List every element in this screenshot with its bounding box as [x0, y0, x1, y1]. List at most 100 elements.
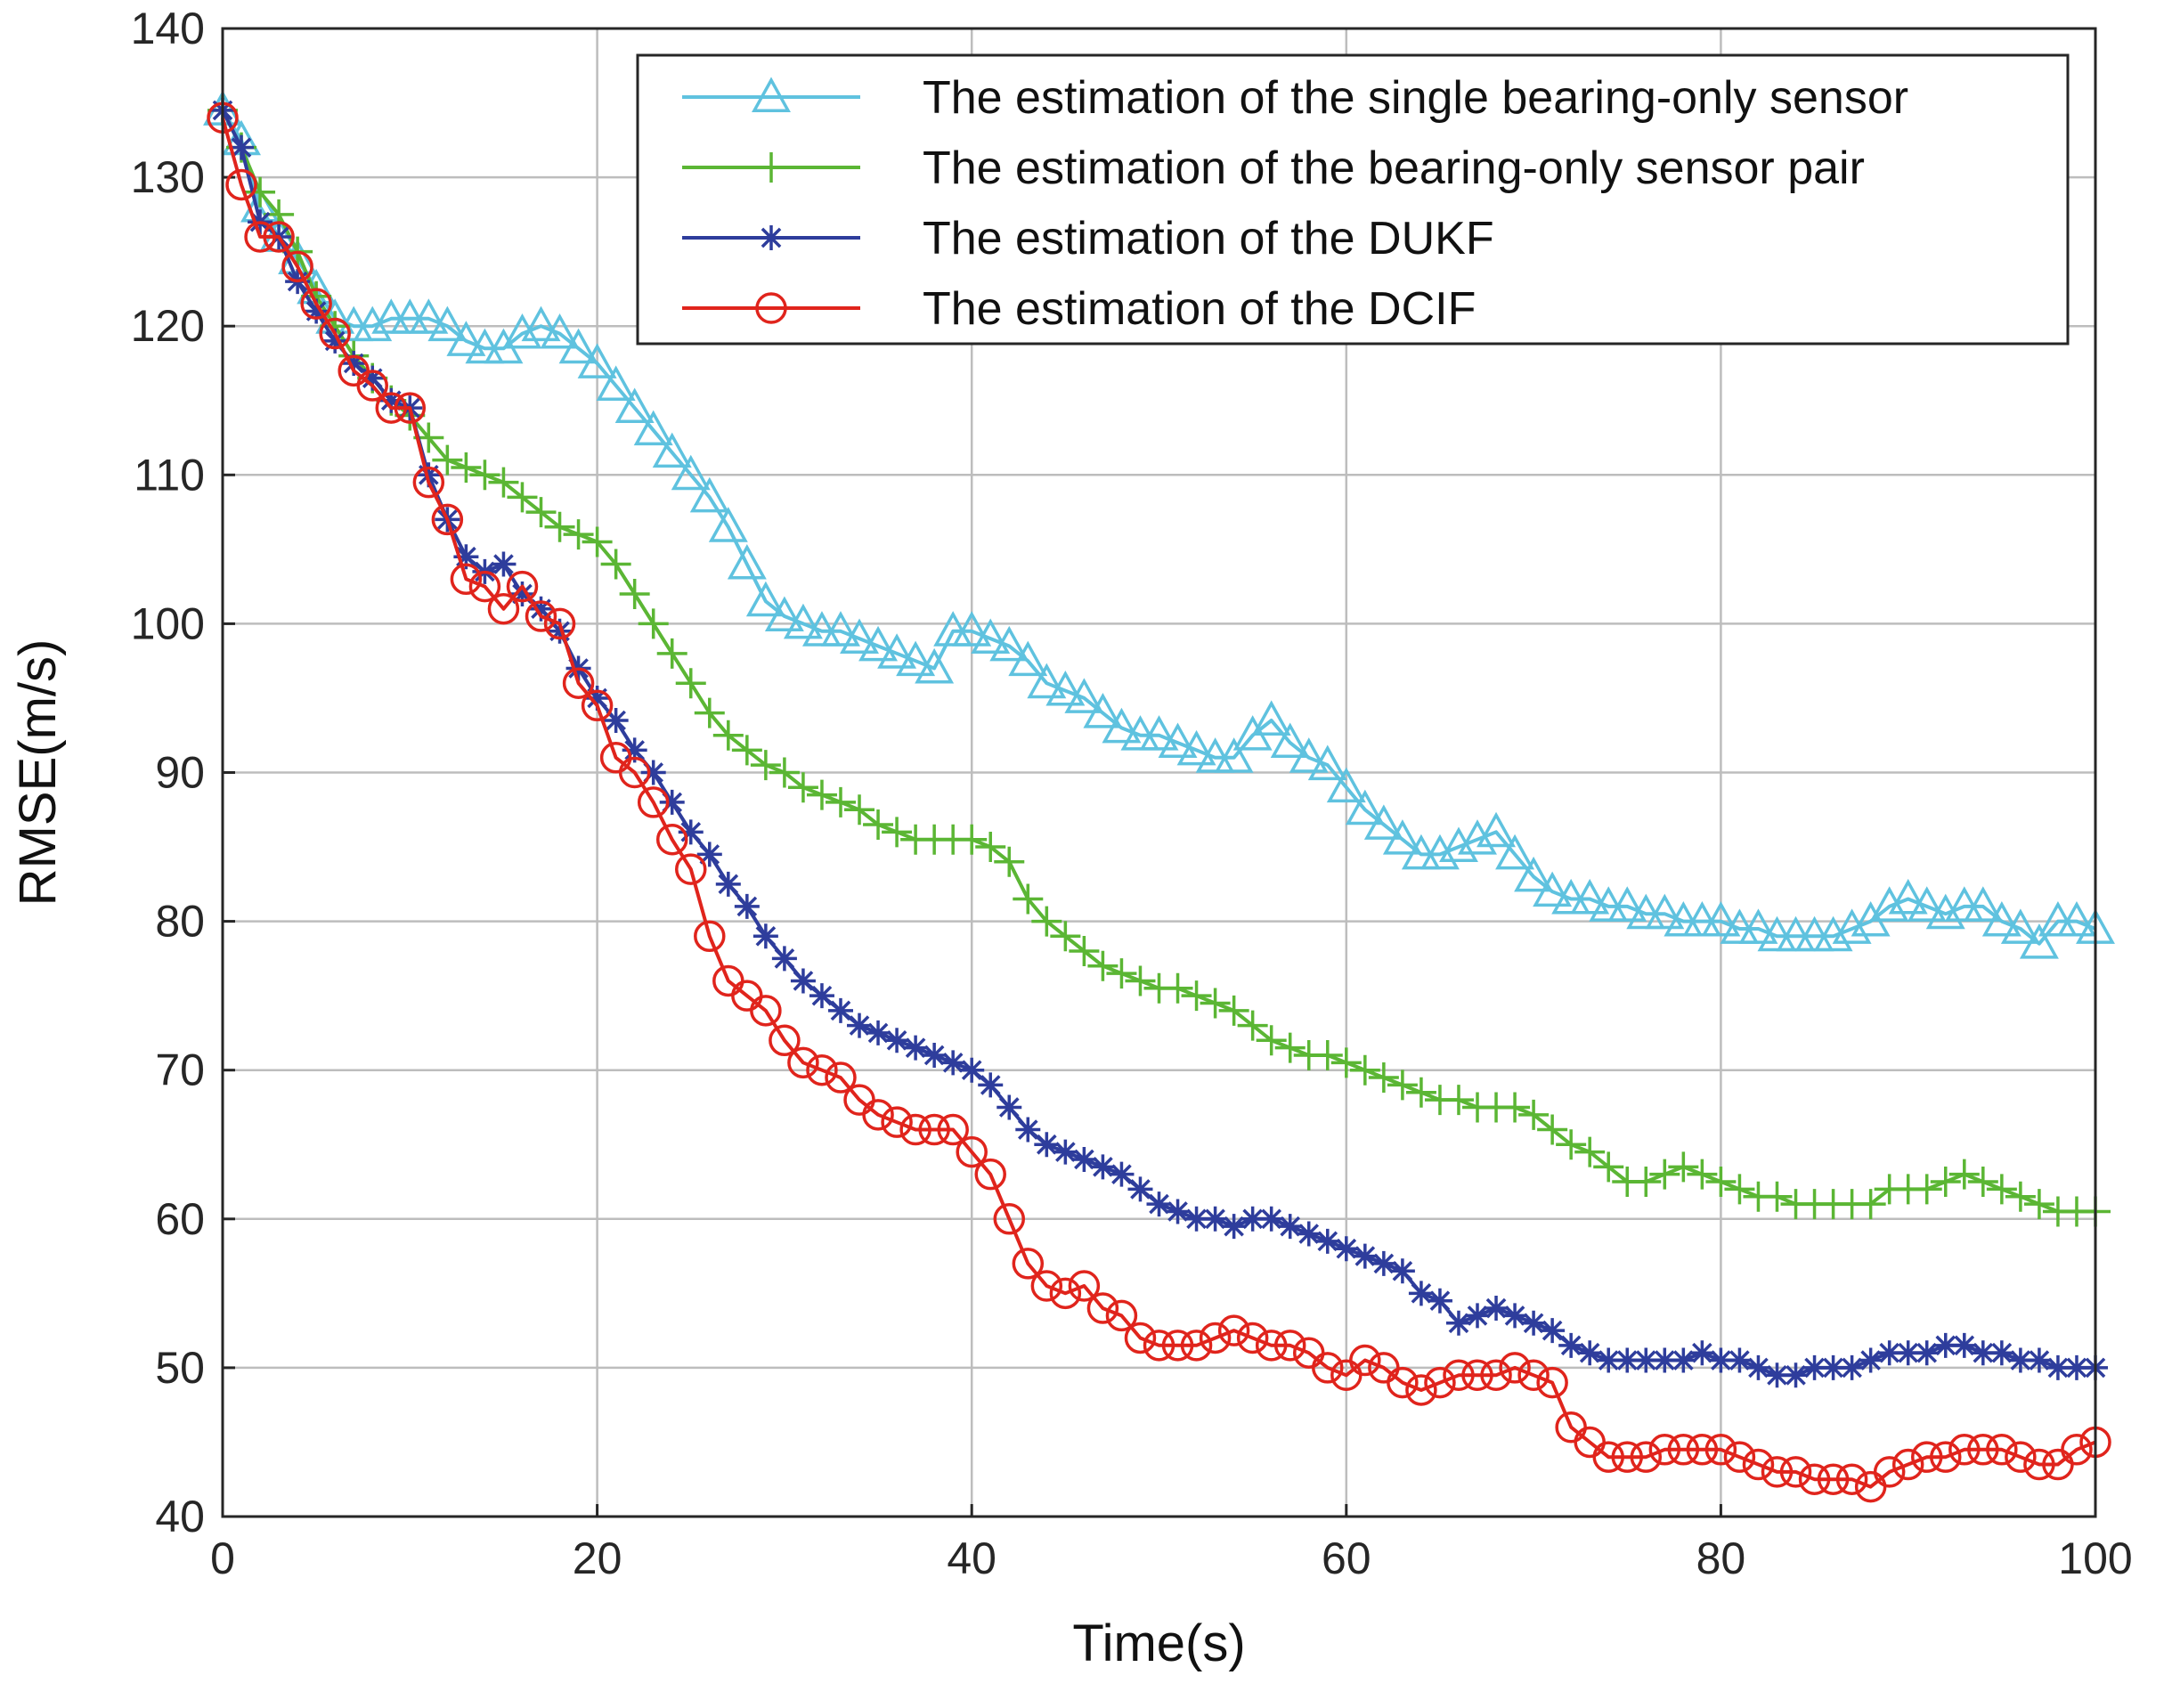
data-point — [1258, 1206, 1284, 1232]
data-point — [300, 288, 332, 320]
data-point — [1537, 1114, 1568, 1145]
data-point — [245, 176, 276, 207]
legend-label: The estimation of the DCIF — [923, 283, 1476, 335]
data-point — [1832, 908, 1872, 944]
data-point — [1158, 722, 1198, 759]
data-point — [1930, 1441, 1962, 1473]
data-point — [1045, 670, 1086, 706]
data-point — [975, 832, 1006, 863]
data-point — [903, 1035, 929, 1061]
data-point — [322, 328, 348, 354]
data-point — [712, 720, 744, 751]
data-point — [825, 1061, 857, 1094]
data-point — [896, 640, 936, 677]
data-point — [694, 920, 726, 953]
data-point — [671, 454, 711, 491]
data-point — [678, 819, 704, 845]
data-point — [1146, 1192, 1172, 1217]
data-point — [1330, 1047, 1362, 1078]
y-tick-label: 140 — [131, 4, 205, 53]
axis-ticks: 0 20 40 60 80 100 40 50 60 70 80 90 100 110 120 130 140 — [131, 4, 2133, 1583]
data-point — [1202, 1206, 1228, 1232]
data-point — [1607, 886, 1647, 922]
data-point — [619, 578, 650, 609]
data-point — [1630, 1441, 1663, 1473]
data-point — [997, 1094, 1022, 1120]
data-point — [840, 618, 879, 655]
data-point — [1143, 1330, 1175, 1362]
data-point — [1125, 965, 1156, 996]
x-tick-label: 60 — [1322, 1533, 1371, 1583]
data-point — [1981, 900, 2022, 937]
data-point — [1127, 1176, 1153, 1202]
data-point — [1015, 1117, 1041, 1143]
data-point — [1689, 1340, 1715, 1366]
data-point — [558, 328, 598, 364]
data-point — [915, 647, 955, 684]
data-point — [956, 1135, 988, 1168]
data-point — [1724, 1174, 1755, 1205]
data-point — [1802, 1354, 1827, 1380]
data-point — [659, 789, 685, 815]
data-point — [2045, 1354, 2070, 1380]
x-tick-label: 20 — [573, 1533, 622, 1583]
data-point — [506, 570, 539, 603]
data-point — [1820, 1354, 1846, 1380]
series-layer — [203, 90, 2115, 1503]
data-point — [727, 543, 767, 580]
data-point — [1439, 826, 1478, 862]
data-point — [431, 503, 464, 536]
data-point — [652, 432, 692, 468]
data-point — [427, 305, 468, 342]
data-point — [543, 607, 576, 640]
data-point — [1218, 995, 1249, 1026]
data-point — [409, 298, 449, 334]
data-point — [1012, 1248, 1045, 1280]
data-point — [1214, 737, 1254, 773]
legend-marker — [759, 225, 784, 250]
data-point — [675, 853, 707, 885]
data-point — [1930, 1167, 1961, 1198]
data-point — [1030, 1270, 1063, 1302]
data-point — [656, 638, 687, 669]
data-point — [675, 668, 706, 699]
data-point — [858, 625, 899, 662]
data-point — [1217, 1314, 1250, 1346]
data-point — [1589, 886, 1629, 922]
data-point — [1574, 1136, 1606, 1167]
data-point — [488, 467, 519, 498]
data-point — [2026, 1347, 2052, 1373]
data-point — [1858, 1347, 1883, 1373]
data-point — [1536, 1366, 1568, 1399]
data-point — [1109, 1161, 1135, 1187]
data-point — [783, 603, 823, 639]
data-point — [978, 1072, 1004, 1098]
data-point — [1296, 1221, 1322, 1247]
legend-item: The estimation of the single bearing-onl… — [682, 72, 1908, 124]
data-point — [1382, 819, 1422, 855]
data-point — [1352, 1243, 1378, 1269]
data-point — [1443, 1085, 1474, 1116]
data-point — [750, 750, 781, 781]
data-point — [2023, 1189, 2054, 1220]
data-point — [1124, 1322, 1157, 1354]
legend-marker — [752, 77, 791, 112]
data-point — [1274, 1032, 1306, 1063]
data-point — [1687, 1159, 1718, 1190]
data-point — [353, 305, 393, 342]
data-point — [2007, 1347, 2033, 1373]
data-point — [1671, 1347, 1696, 1373]
data-point — [1951, 1332, 1977, 1358]
data-point — [281, 250, 313, 283]
data-point — [596, 365, 636, 401]
data-point — [1517, 1359, 1550, 1392]
data-point — [341, 350, 367, 376]
data-point — [1986, 1434, 2018, 1466]
data-point — [487, 592, 520, 625]
data-point — [1910, 1441, 1943, 1473]
data-point — [1540, 1318, 1566, 1344]
data-point — [1053, 1139, 1078, 1165]
data-point — [1102, 707, 1142, 744]
data-point — [1165, 1199, 1191, 1224]
legend-item: The estimation of the bearing-only senso… — [682, 142, 1865, 194]
